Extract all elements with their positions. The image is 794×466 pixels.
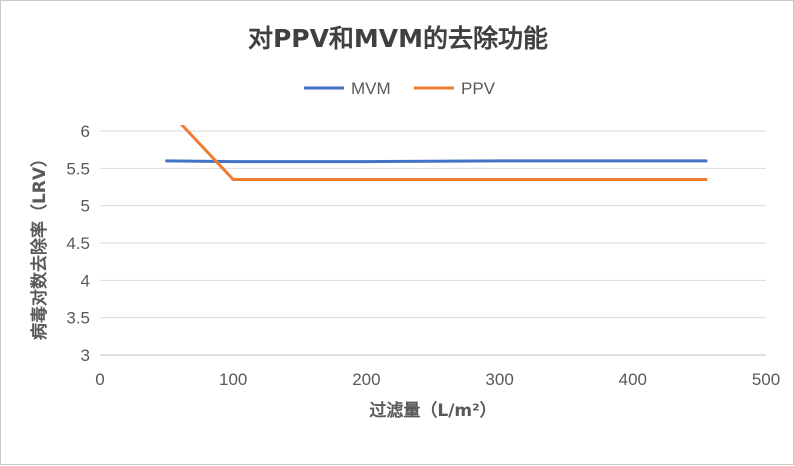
data-point-mvm: [364, 160, 368, 164]
data-point-ppv: [704, 178, 708, 182]
x-tick-label: 400: [619, 370, 647, 389]
data-point-mvm: [231, 160, 235, 164]
y-axis-ticks: 3 3.5 4 4.5 5 5.5 6: [66, 122, 90, 365]
x-axis-ticks: 0 100 200 300 400 500: [95, 370, 780, 389]
y-tick-label: 6: [81, 122, 90, 141]
data-point-ppv: [364, 178, 368, 182]
x-tick-label: 100: [219, 370, 247, 389]
y-tick-label: 4.5: [66, 234, 90, 253]
data-point-mvm: [165, 159, 169, 163]
legend-label-ppv: PPV: [461, 79, 496, 98]
y-axis-label: 病毒对数去除率（LRV）: [29, 150, 50, 340]
y-tick-label: 3.5: [66, 309, 90, 328]
legend: MVM PPV: [304, 79, 496, 98]
series-line-mvm: [166, 159, 707, 164]
data-point-mvm: [498, 159, 502, 163]
data-point-ppv: [165, 107, 168, 110]
data-point-ppv: [498, 178, 502, 182]
y-tick-label: 4: [81, 271, 90, 290]
data-point-mvm: [704, 159, 708, 163]
x-tick-label: 300: [485, 370, 513, 389]
x-tick-label: 0: [95, 370, 104, 389]
y-tick-label: 3: [81, 346, 90, 365]
legend-label-mvm: MVM: [351, 79, 391, 98]
series-lines: [165, 107, 708, 182]
gridlines: [100, 130, 766, 356]
x-tick-label: 500: [752, 370, 780, 389]
y-tick-label: 5: [81, 197, 90, 216]
series-line-ppv: [179, 125, 707, 181]
x-tick-label: 200: [352, 370, 380, 389]
chart-title: 对PPV和MVM的去除功能: [248, 24, 548, 53]
x-axis-label: 过滤量（L/m²）: [369, 400, 496, 421]
data-point-ppv: [231, 178, 235, 182]
y-tick-label: 5.5: [66, 159, 90, 178]
